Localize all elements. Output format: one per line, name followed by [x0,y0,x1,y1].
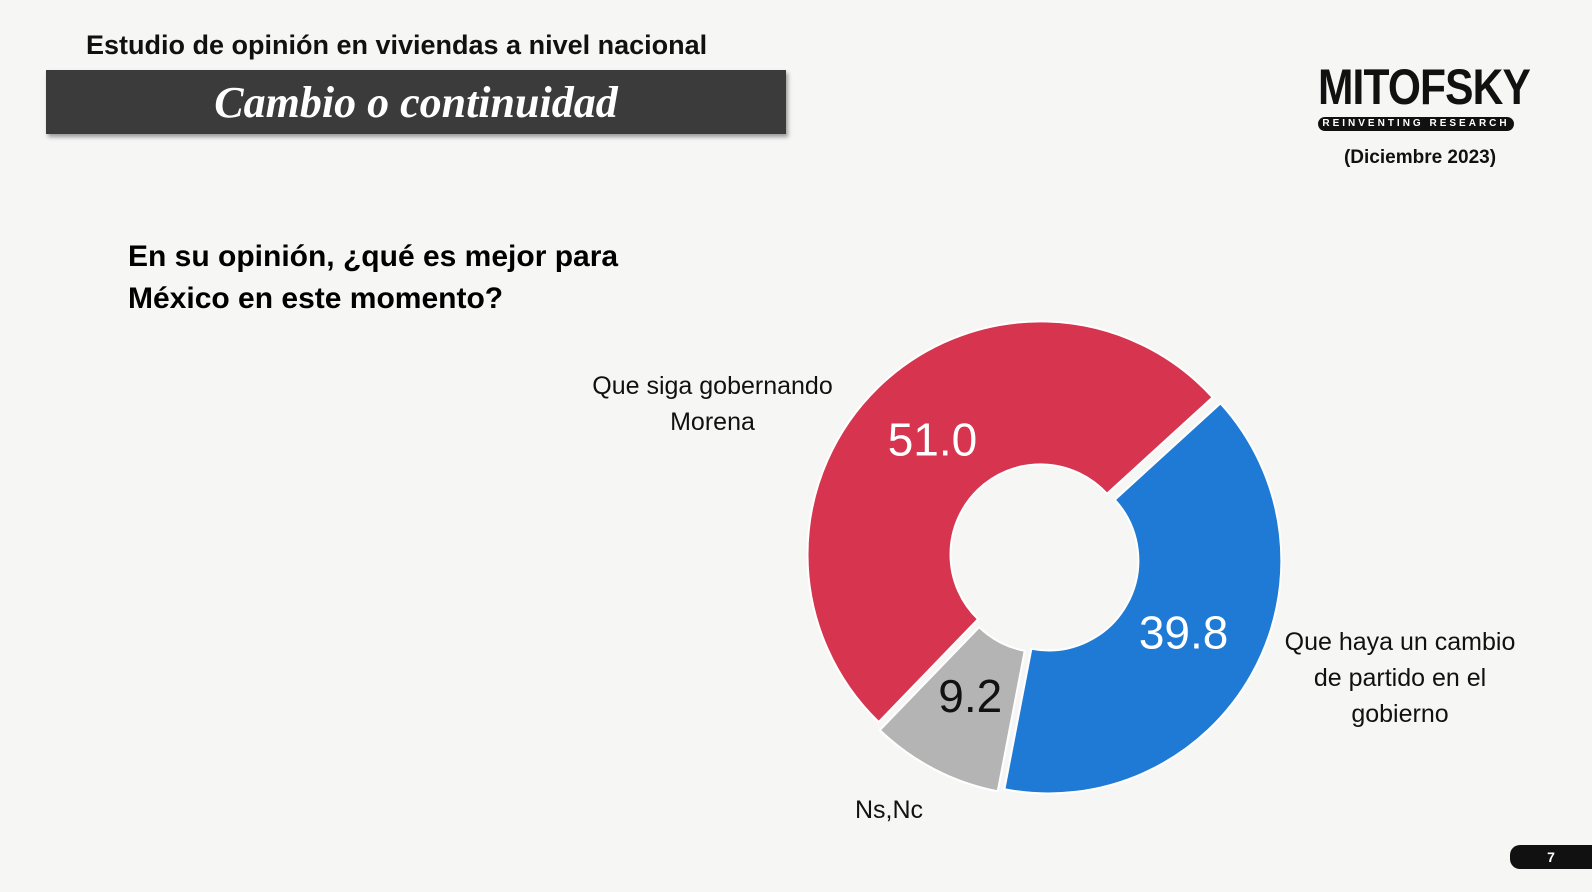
value-label: 39.8 [1139,606,1229,658]
donut-segment [878,625,1026,793]
question: En su opinión, ¿qué es mejor para México… [128,240,619,315]
value-label: 51.0 [888,413,978,465]
category-label: Que haya un cambio de partido en el gobi… [1284,628,1516,728]
subtitle: Estudio de opinión en viviendas a nivel … [86,30,708,60]
logo-tagline: REINVENTING RESEARCH [1318,117,1514,131]
date: (Diciembre 2023) [1343,147,1497,168]
logo: MITOFSKY [1318,59,1531,115]
title-bar: Cambio o continuidad [46,70,786,134]
title: Cambio o continuidad [214,77,618,127]
category-label: Que siga gobernando Morena [592,372,833,436]
donut-segment [806,320,1214,724]
donut-segment [1003,401,1283,795]
page-number: 7 [1510,845,1592,869]
category-label: Ns,Nc [854,796,924,824]
value-label: 9.2 [938,670,1002,722]
